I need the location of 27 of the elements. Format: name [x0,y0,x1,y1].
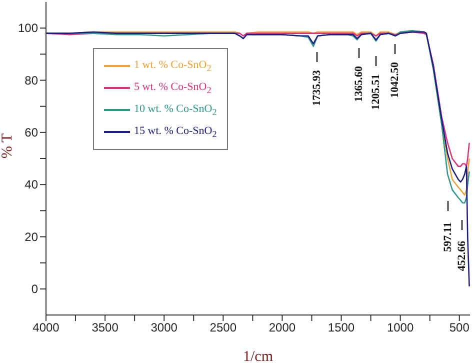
x-tick-label: 2000 [268,320,296,335]
annotation: 597.11 [442,222,454,252]
legend-label: 5 wt. % Co-SnO$_{2}$ [134,80,212,96]
x-tick-label: 500 [449,320,470,335]
x-tick-label: 3000 [150,320,178,335]
y-tick-label: 0 [31,282,38,296]
annotation: 452.66 [456,240,468,272]
y-tick-label: 80 [24,73,38,88]
legend-label: 10 wt. % Co-SnO$_{2}$ [134,102,217,118]
x-tick-label: 3500 [92,320,119,335]
x-axis-title: 1/cm [243,349,274,363]
x-tick-label: 4000 [32,320,60,335]
line-series [46,31,470,287]
x-tick-label: 1000 [386,320,414,335]
annotation: 1365.60 [353,66,365,102]
annotation: 1735.93 [311,70,323,106]
legend-label: 1 wt. % Co-SnO$_{2}$ [134,58,212,74]
y-tick-label: 60 [24,125,38,140]
annotation: 1205.51 [370,74,382,110]
x-tick-label: 2500 [210,320,237,335]
legend-label: 15 wt. % Co-SnO$_{2}$ [134,124,217,140]
x-tick-label: 1500 [328,320,355,335]
y-tick-label: 40 [24,178,38,192]
y-axis-title: % T [0,133,16,158]
annotation: 1042.50 [389,62,401,98]
y-tick-label: 20 [24,230,38,244]
y-tick-label: 100 [18,21,38,36]
